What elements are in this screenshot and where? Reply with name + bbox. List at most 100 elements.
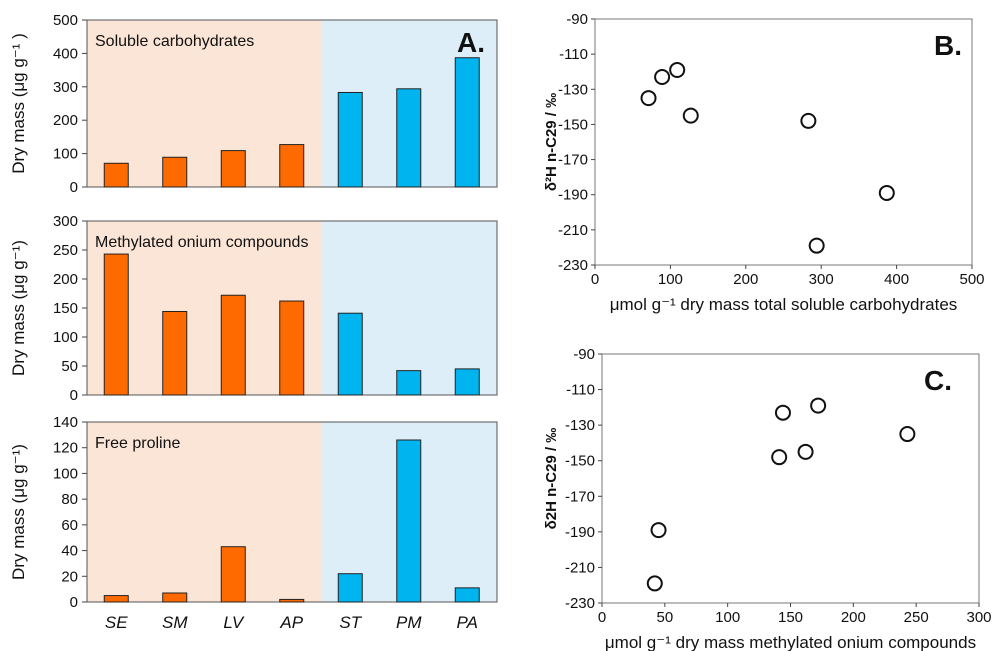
y-axis-label: Dry mass (μg g⁻¹) (9, 444, 28, 580)
y-tick-label: -210 (558, 222, 588, 239)
data-point (774, 404, 791, 421)
x-tick-label: 250 (904, 609, 929, 626)
x-tick-label: 100 (658, 271, 683, 288)
data-point (797, 443, 814, 460)
y-tick-label: 40 (61, 543, 78, 560)
x-tick-label: 500 (959, 271, 984, 288)
bar-panel-2: 0 50 100 150 200 250 300 Methylated onium compo… (9, 213, 498, 404)
background-orange (87, 422, 321, 602)
y-tick-label: 100 (53, 146, 78, 163)
y-tick-label: 140 (53, 414, 78, 431)
y-tick-label: 60 (61, 517, 78, 534)
data-point (808, 237, 825, 254)
bar-LV (220, 150, 246, 188)
bar-PM (396, 439, 422, 603)
category-label: LV (223, 613, 245, 632)
y-tick-label: 20 (61, 568, 78, 585)
panel-title: Soluble carbohydrates (95, 33, 254, 50)
bar-PA (454, 57, 480, 188)
data-point (810, 397, 827, 414)
bar-AP (279, 144, 305, 188)
y-tick-label: -210 (565, 559, 595, 576)
category-label: PA (457, 613, 478, 632)
data-point (771, 449, 788, 466)
data-point (650, 522, 667, 539)
y-tick-label: -230 (565, 595, 595, 612)
x-tick-label: 50 (656, 609, 673, 626)
category-label: PM (396, 613, 422, 632)
y-tick-label: -150 (565, 453, 595, 470)
data-point (646, 575, 663, 592)
data-point (669, 61, 686, 78)
y-tick-label: 0 (70, 594, 78, 611)
y-tick-label: 300 (53, 79, 78, 96)
y-axis-label: δ²H n-C29 / ‰ (543, 93, 560, 191)
data-point (682, 107, 699, 124)
x-tick-label: 400 (884, 271, 909, 288)
x-tick-label: 100 (715, 609, 740, 626)
data-point (899, 426, 916, 443)
x-axis-label: μmol g⁻¹ dry mass methylated onium compo… (605, 633, 976, 651)
panel-letter: A. (457, 27, 485, 58)
y-tick-label: -110 (566, 382, 595, 399)
bar-PM (396, 370, 422, 396)
y-tick-label: -90 (573, 346, 595, 363)
x-axis-label: μmol g⁻¹ dry mass total soluble carbohyd… (610, 295, 958, 314)
y-tick-label: 0 (70, 387, 78, 404)
y-tick-label: 0 (70, 179, 78, 196)
y-tick-label: 300 (53, 213, 78, 230)
panel-title: Methylated onium compounds (95, 234, 308, 251)
category-label: SE (105, 613, 128, 632)
y-tick-label: 80 (61, 491, 78, 508)
y-tick-label: -230 (558, 257, 588, 274)
y-tick-label: 200 (53, 112, 78, 129)
bar-panel-3: 0 20 40 60 80 100 120 140 Free proline Dry mass (… (9, 414, 498, 632)
bar-PA (454, 368, 480, 396)
x-tick-label: 200 (733, 271, 758, 288)
bar-PA (454, 587, 480, 603)
data-point (640, 90, 657, 107)
y-tick-label: -90 (566, 11, 588, 28)
bar-ST (337, 91, 363, 188)
x-tick-label: 200 (841, 609, 866, 626)
y-tick-label: -170 (558, 152, 588, 169)
y-tick-label: -130 (558, 81, 588, 98)
y-axis-label: Dry mass (μg g⁻¹ ) (9, 33, 28, 174)
y-tick-label: 100 (53, 465, 78, 482)
y-tick-label: -170 (565, 488, 595, 505)
plot-frame (594, 18, 973, 266)
y-axis-label: δ2H n-C29 / ‰ (543, 428, 560, 530)
bar-AP (279, 300, 305, 396)
x-tick-label: 0 (591, 271, 599, 288)
y-tick-label: 400 (53, 45, 78, 62)
category-label: SM (162, 613, 188, 632)
y-tick-label: -190 (565, 524, 595, 541)
bar-SM (162, 592, 188, 603)
bar-SM (162, 310, 188, 396)
data-point (800, 112, 817, 129)
category-label: AP (279, 613, 303, 632)
y-tick-label: 200 (53, 271, 78, 288)
data-point (878, 184, 895, 201)
category-label: ST (339, 613, 362, 632)
bar-LV (220, 546, 246, 603)
bar-ST (337, 573, 363, 603)
y-tick-label: 120 (53, 440, 78, 457)
bar-SM (162, 156, 188, 188)
panel-title: Free proline (95, 435, 180, 452)
y-tick-label: 150 (53, 300, 78, 317)
bar-SE (103, 595, 129, 603)
y-tick-label: -150 (558, 116, 588, 133)
y-axis-label: Dry mass (μg g⁻¹) (9, 240, 28, 376)
bar-ST (337, 312, 363, 396)
bar-LV (220, 294, 246, 396)
y-tick-label: 50 (61, 358, 78, 375)
y-tick-label: -130 (565, 417, 595, 434)
y-tick-label: -110 (559, 46, 588, 63)
bar-SE (103, 162, 129, 188)
bar-panel-1: 0 100 200 300 400 500 Soluble carbohydrates Dry… (9, 12, 498, 196)
